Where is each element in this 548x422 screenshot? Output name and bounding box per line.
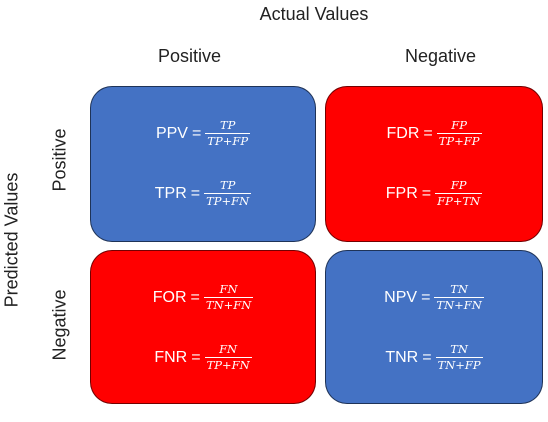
metric-npv: NPV = TN TN+FN <box>326 283 542 312</box>
metric-fpr: FPR = FP FP+TN <box>326 179 542 208</box>
metric-fdr: FDR = FP TP+FP <box>326 119 542 148</box>
numerator: TN <box>450 342 468 356</box>
fraction: FN TN+FN <box>203 282 254 312</box>
fraction: TP TP+FN <box>204 178 252 208</box>
metric-tnr: TNR = TN TN+FP <box>326 343 542 372</box>
numerator: FP <box>451 118 467 132</box>
equals-sign: = <box>191 124 202 142</box>
metric-fnr: FNR = FN TP+FN <box>91 343 315 372</box>
denominator: TN+FN <box>434 297 484 312</box>
equals-sign: = <box>422 348 432 366</box>
fraction: TP TP+FP <box>205 118 251 148</box>
metric-name: PPV <box>155 124 188 142</box>
fraction: FP TP+FP <box>436 118 482 148</box>
numerator: FP <box>450 178 467 192</box>
denominator: TP+FP <box>436 133 482 148</box>
metric-name: NPV <box>384 288 418 306</box>
metric-name: FNR <box>154 348 188 366</box>
predicted-values-title: Predicted Values <box>1 172 22 308</box>
denominator: TP+FN <box>204 357 252 372</box>
fraction: FP FP+TN <box>435 178 483 208</box>
metric-name: FDR <box>386 124 420 142</box>
metric-name: TPR <box>154 184 187 202</box>
metric-tpr: TPR = TP TP+FN <box>91 179 315 208</box>
metric-name: TNR <box>385 348 419 366</box>
metric-ppv: PPV = TP TP+FP <box>91 119 315 148</box>
row-header-positive: Positive <box>49 128 70 192</box>
row-header-negative: Negative <box>49 289 70 361</box>
cell-true-negative: NPV = TN TN+FN TNR = TN TN+FP <box>325 250 543 404</box>
denominator: TP+FP <box>205 133 251 148</box>
fraction: TN TN+FP <box>435 342 483 372</box>
fraction: TN TN+FN <box>434 282 484 312</box>
metric-for: FOR = FN TN+FN <box>91 283 315 312</box>
equals-sign: = <box>421 288 431 306</box>
denominator: TN+FN <box>203 297 254 312</box>
denominator: TN+FP <box>435 357 483 372</box>
cell-false-negative: FOR = FN TN+FN FNR = FN TP+FN <box>90 250 316 404</box>
actual-values-title: Actual Values <box>259 4 369 24</box>
numerator: TP <box>219 118 236 132</box>
numerator: FN <box>219 282 238 296</box>
numerator: TN <box>450 282 468 296</box>
numerator: FN <box>219 342 238 356</box>
cell-true-positive: PPV = TP TP+FP TPR = TP TP+FN <box>90 86 316 242</box>
denominator: TP+FN <box>204 193 252 208</box>
equals-sign: = <box>421 184 432 202</box>
denominator: FP+TN <box>435 193 483 208</box>
fraction: FN TP+FN <box>204 342 252 372</box>
equals-sign: = <box>190 288 200 306</box>
column-header-positive: Positive <box>158 46 222 66</box>
numerator: TP <box>219 178 236 192</box>
equals-sign: = <box>423 124 433 142</box>
equals-sign: = <box>191 348 201 366</box>
equals-sign: = <box>190 184 201 202</box>
column-header-negative: Negative <box>405 46 477 66</box>
cell-false-positive: FDR = FP TP+FP FPR = FP FP+TN <box>325 86 543 242</box>
metric-name: FOR <box>152 288 187 306</box>
metric-name: FPR <box>385 184 418 202</box>
